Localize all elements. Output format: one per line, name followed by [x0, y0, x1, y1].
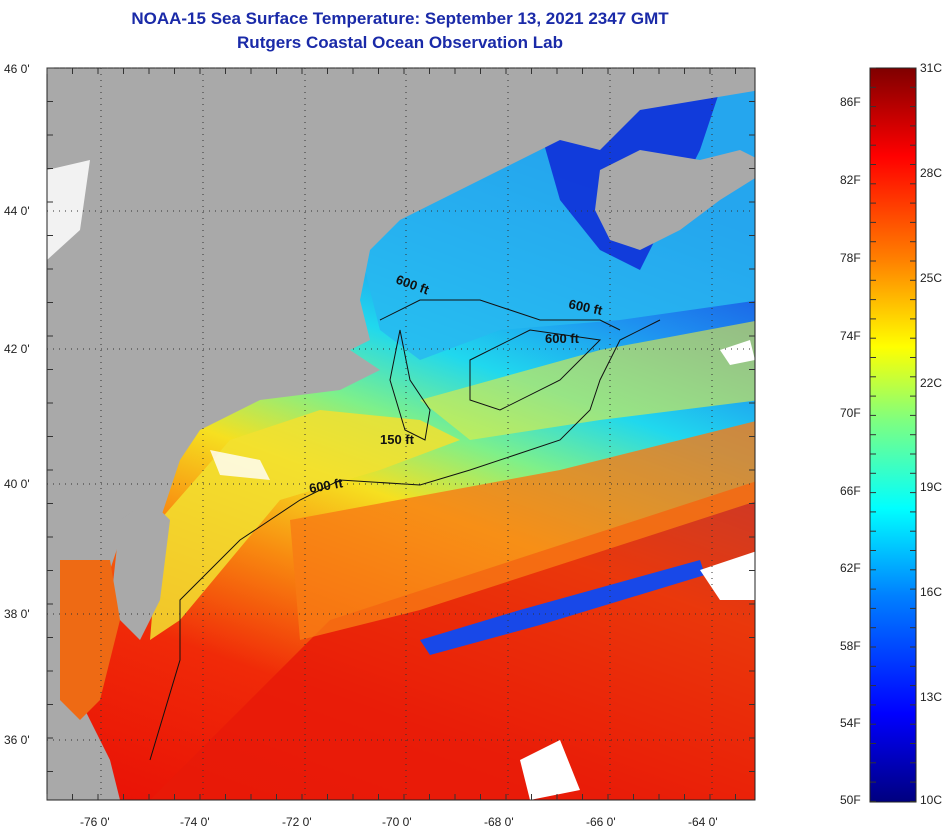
- cloud-patch: [210, 450, 270, 480]
- lon-label-66: -66 0': [586, 815, 616, 829]
- contour-label: 600 ft: [545, 331, 580, 346]
- colorbar-label-c: 13C: [920, 690, 943, 704]
- lat-label-38: 38 0': [4, 607, 30, 621]
- chesapeake-bay: [60, 560, 120, 720]
- lon-label-64: -64 0': [688, 815, 718, 829]
- colorbar-label-c: 25C: [920, 271, 943, 285]
- cloud-patch: [520, 740, 580, 800]
- land-carolina: [47, 700, 120, 800]
- lon-label-68: -68 0': [484, 815, 514, 829]
- colorbar-label-c: 22C: [920, 376, 943, 390]
- colorbar-label-c: 10C: [920, 793, 943, 807]
- colorbar-label-f: 62F: [840, 561, 861, 575]
- graticule: [47, 67, 755, 800]
- lat-label-46: 46 0': [4, 62, 30, 76]
- colorbar-label-f: 82F: [840, 173, 861, 187]
- georges-bank-water: [420, 320, 755, 440]
- lat-label-42: 42 0': [4, 342, 30, 356]
- cold-filament: [420, 560, 705, 655]
- colorbar-label-c: 28C: [920, 166, 943, 180]
- colorbar-label-f: 50F: [840, 793, 861, 807]
- slope-water-orange: [290, 421, 755, 640]
- contour-label: 150 ft: [380, 432, 415, 447]
- contour-600ft: [149, 319, 661, 761]
- map-area: [47, 68, 755, 800]
- lon-label-70: -70 0': [382, 815, 412, 829]
- lat-label-40: 40 0': [4, 477, 30, 491]
- colorbar-label-f: 70F: [840, 406, 861, 420]
- lon-label-76: -76 0': [80, 815, 110, 829]
- colorbar-label-f: 86F: [840, 95, 861, 109]
- contour-label: 600 ft: [308, 475, 345, 496]
- colorbar-label-f: 54F: [840, 716, 861, 730]
- land-nova-scotia: [595, 150, 755, 250]
- lat-label-44: 44 0': [4, 204, 30, 218]
- colorbar-label-f: 78F: [840, 251, 861, 265]
- colorbar-label-c: 16C: [920, 585, 943, 599]
- contour-600ft: [379, 299, 621, 331]
- colorbar-ticks: [870, 67, 916, 802]
- axis-ticks: [46, 67, 755, 800]
- colorbar-label-f: 74F: [840, 329, 861, 343]
- colorbar-label-f: 58F: [840, 639, 861, 653]
- cloud-patch: [700, 551, 755, 600]
- colorbar-label-c: 19C: [920, 480, 943, 494]
- colorbar-label-f: 66F: [840, 484, 861, 498]
- colorbar-label-c: 31C: [920, 61, 943, 75]
- land-delmarva: [110, 500, 170, 640]
- cloud-patch: [720, 340, 755, 365]
- colorbar: [869, 67, 917, 803]
- cloud-patch: [47, 160, 90, 260]
- lon-label-72: -72 0': [282, 815, 312, 829]
- land-new-england: [47, 68, 755, 700]
- contour-label: 600 ft: [567, 296, 604, 318]
- contour-150ft: [389, 329, 431, 441]
- lat-label-36: 36 0': [4, 733, 30, 747]
- contour-georges-bank: [469, 329, 602, 411]
- map-subtitle: Rutgers Coastal Ocean Observation Lab: [237, 33, 563, 52]
- map-title: NOAA-15 Sea Surface Temperature: Septemb…: [131, 9, 669, 28]
- lon-label-74: -74 0': [180, 815, 210, 829]
